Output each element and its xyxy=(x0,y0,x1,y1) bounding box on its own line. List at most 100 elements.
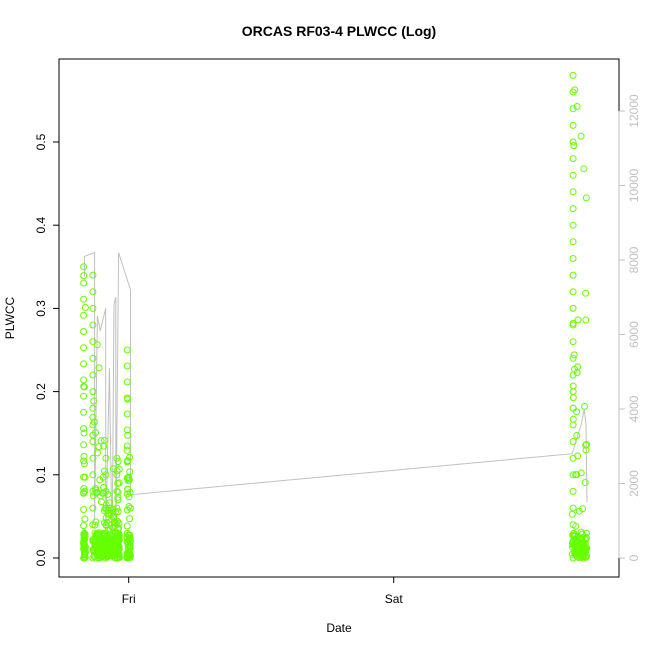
data-point xyxy=(113,454,121,462)
data-point xyxy=(102,487,110,495)
data-point xyxy=(569,138,577,146)
series-line xyxy=(84,251,588,551)
data-point xyxy=(581,479,589,486)
data-point xyxy=(580,544,588,551)
data-point xyxy=(123,474,131,482)
data-point xyxy=(102,454,110,462)
data-point xyxy=(89,471,97,479)
data-point xyxy=(102,504,110,512)
data-point xyxy=(80,538,88,546)
data-point xyxy=(91,529,99,537)
data-point xyxy=(115,479,123,487)
data-point xyxy=(95,443,103,451)
data-point xyxy=(573,432,581,439)
data-point xyxy=(569,338,577,346)
data-point xyxy=(111,508,119,516)
data-point xyxy=(569,454,577,462)
y-axis-label: PLWCC xyxy=(3,296,17,339)
data-point xyxy=(81,515,89,523)
data-point xyxy=(81,547,88,555)
data-point xyxy=(123,490,131,498)
data-point xyxy=(81,304,89,311)
data-point xyxy=(579,554,587,562)
data-point xyxy=(90,547,98,555)
data-point xyxy=(97,437,105,445)
data-point xyxy=(80,429,88,437)
data-point xyxy=(581,402,588,410)
data-point xyxy=(89,413,97,421)
data-point xyxy=(80,344,88,352)
y-right-tick-label: 12000 xyxy=(627,94,641,128)
data-point xyxy=(80,383,88,391)
data-point xyxy=(569,537,577,545)
data-point xyxy=(573,103,581,110)
data-point xyxy=(95,364,103,372)
data-point xyxy=(89,304,97,312)
data-point xyxy=(89,338,97,346)
data-point xyxy=(124,485,132,493)
data-point xyxy=(89,521,97,529)
data-point xyxy=(89,354,97,362)
data-point xyxy=(89,554,97,562)
y-left-tick-label: 0.2 xyxy=(34,383,48,400)
x-tick-label: Sat xyxy=(385,592,404,606)
data-point xyxy=(80,392,88,400)
data-point xyxy=(89,371,97,379)
data-point xyxy=(572,549,580,557)
data-point xyxy=(80,554,88,562)
y-axis-left: 0.0 0.1 0.2 0.3 0.4 0.5 xyxy=(34,133,60,566)
data-point xyxy=(125,473,132,481)
data-point xyxy=(577,132,585,140)
data-point xyxy=(113,504,121,512)
data-point xyxy=(89,404,97,412)
data-point xyxy=(569,321,577,329)
x-tick-label: Fri xyxy=(122,592,136,606)
data-point xyxy=(113,541,121,549)
data-point xyxy=(126,544,134,552)
data-point xyxy=(582,441,590,449)
data-point xyxy=(89,487,97,495)
y-left-tick-label: 0.0 xyxy=(34,549,48,566)
data-point xyxy=(569,388,577,396)
data-point xyxy=(113,537,121,545)
data-point xyxy=(80,360,88,368)
y-right-tick-label: 0 xyxy=(627,554,641,561)
data-point xyxy=(124,550,132,558)
data-point xyxy=(569,471,577,479)
data-point xyxy=(123,410,131,418)
data-point xyxy=(80,408,88,416)
data-point xyxy=(125,531,133,539)
data-point xyxy=(569,554,577,562)
data-point xyxy=(89,504,97,512)
data-point xyxy=(115,534,123,542)
y-axis-right: 0 2000 4000 6000 8000 10000 12000 xyxy=(618,94,641,561)
data-point xyxy=(569,171,577,179)
data-point xyxy=(583,441,591,448)
data-point xyxy=(102,471,110,479)
plot-area xyxy=(58,58,620,578)
data-point xyxy=(89,537,97,545)
data-point xyxy=(114,508,122,516)
x-axis: Fri Sat xyxy=(122,576,404,606)
data-point xyxy=(113,471,121,479)
data-point xyxy=(97,498,105,506)
data-point xyxy=(113,517,121,525)
data-point xyxy=(569,71,577,79)
data-point xyxy=(103,532,111,540)
data-point xyxy=(80,473,88,481)
y-right-tick-label: 6000 xyxy=(627,321,641,348)
data-point xyxy=(569,354,577,362)
y-right-tick-label: 4000 xyxy=(627,395,641,422)
data-point xyxy=(582,194,590,202)
data-point xyxy=(569,205,577,213)
data-point xyxy=(123,538,131,546)
data-point xyxy=(89,321,97,329)
y-right-tick-label: 8000 xyxy=(627,246,641,273)
data-point xyxy=(113,521,121,529)
chart-title: ORCAS RF03-4 PLWCC (Log) xyxy=(242,23,436,39)
data-point xyxy=(114,496,122,504)
data-point xyxy=(80,272,88,280)
data-point xyxy=(80,263,88,271)
data-point xyxy=(123,394,131,402)
